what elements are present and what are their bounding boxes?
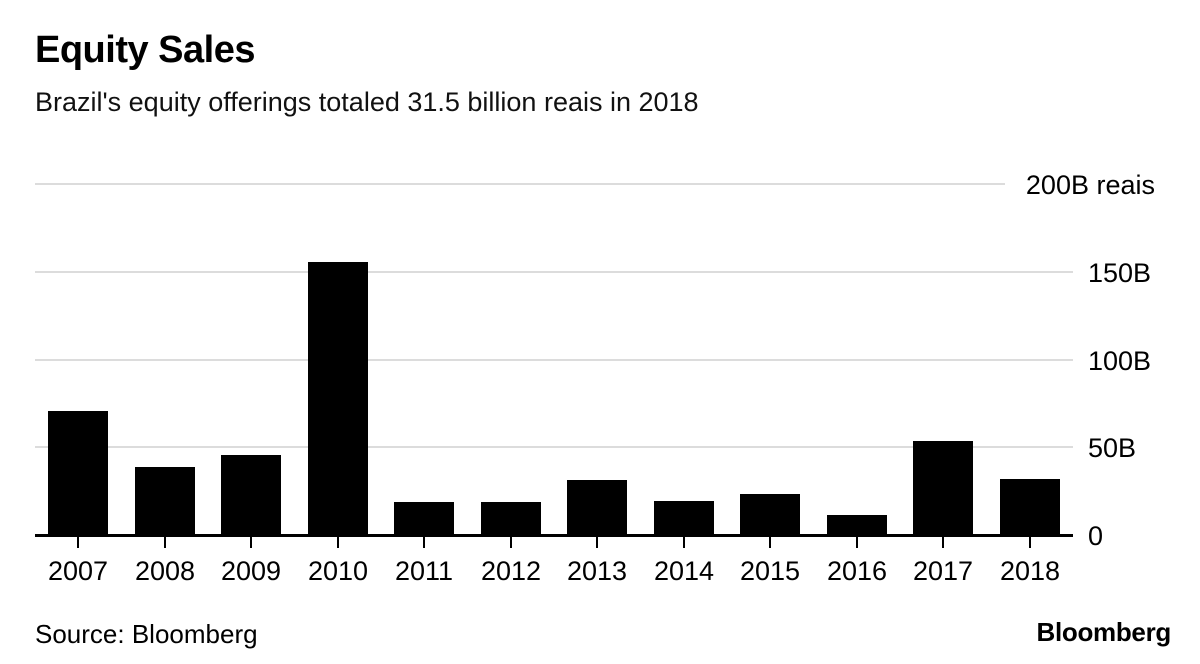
x-tick-mark-2011 [423,537,425,548]
x-axis-label-2015: 2015 [739,556,801,586]
x-tick-mark-2012 [510,537,512,548]
y-axis-label-150: 150B [1088,257,1152,288]
bar-2009 [221,455,281,534]
axis-baseline [35,534,1073,537]
bar-2007 [48,411,108,534]
bar-2014 [654,501,714,534]
bar-2008 [135,467,195,534]
y-axis-label-50: 50B [1088,433,1137,464]
chart-subtitle: Brazil's equity offerings totaled 31.5 b… [35,87,699,117]
y-axis-label-200: 200B reais [1025,170,1155,200]
x-axis-label-2017: 2017 [912,556,974,586]
bar-2017 [913,441,973,534]
x-axis-label-2007: 2007 [47,556,109,586]
gridline-200 [35,183,1005,185]
x-axis-label-2008: 2008 [134,556,196,586]
gridline-150 [35,270,1073,273]
bar-2012 [481,502,541,534]
bar-2016 [827,515,887,534]
x-tick-mark-2007 [77,537,79,548]
bar-2010 [308,262,368,534]
bar-2015 [740,494,800,534]
x-tick-mark-2018 [1029,537,1031,548]
x-axis-label-2016: 2016 [826,556,888,586]
x-tick-mark-2016 [856,537,858,548]
gridline-100 [35,358,1073,361]
x-axis-label-2011: 2011 [394,556,454,586]
x-axis-label-2018: 2018 [999,556,1061,586]
x-tick-mark-2008 [164,537,166,548]
gridline-50 [35,446,1073,449]
x-tick-mark-2014 [683,537,685,548]
x-axis-label-2013: 2013 [566,556,628,586]
bar-2018 [1000,479,1060,534]
bar-2011 [394,502,454,534]
source-note: Source: Bloomberg [35,619,258,649]
chart-title: Equity Sales [35,29,255,71]
x-tick-mark-2013 [596,537,598,548]
bar-2013 [567,480,627,534]
y-axis-label-0: 0 [1088,521,1104,551]
x-axis-label-2010: 2010 [307,556,369,586]
bloomberg-logo: Bloomberg [1036,617,1171,647]
x-tick-mark-2009 [250,537,252,548]
x-tick-mark-2015 [769,537,771,548]
x-axis-label-2014: 2014 [653,556,715,586]
y-axis-label-100: 100B [1088,345,1152,376]
x-axis-label-2009: 2009 [220,556,282,586]
x-tick-mark-2017 [942,537,944,548]
x-axis-label-2012: 2012 [480,556,542,586]
x-tick-mark-2010 [337,537,339,548]
